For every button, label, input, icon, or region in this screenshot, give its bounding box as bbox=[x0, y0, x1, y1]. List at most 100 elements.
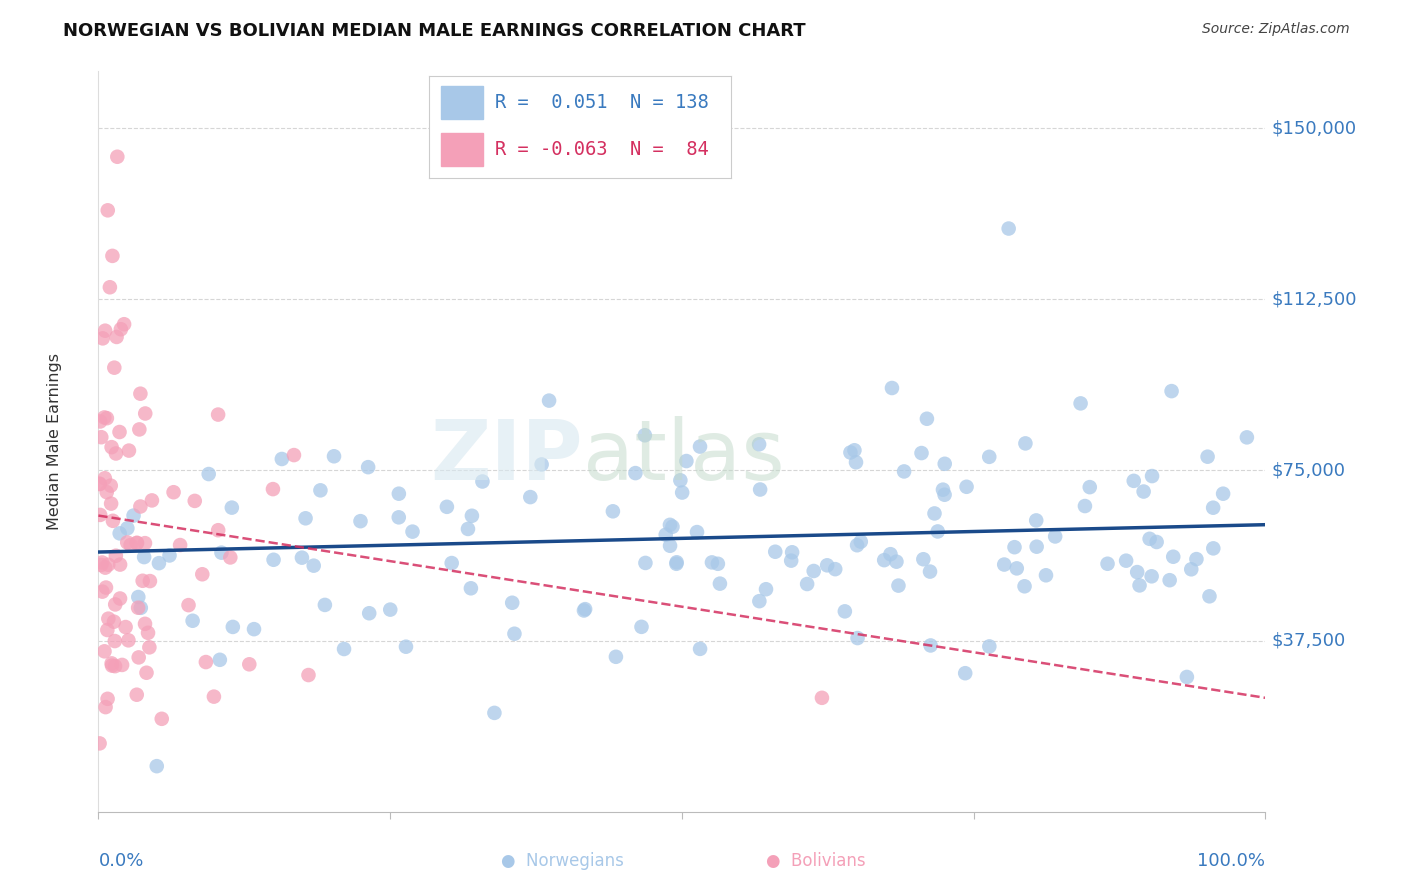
Point bbox=[846, 538, 869, 552]
Point bbox=[388, 486, 411, 500]
Point bbox=[886, 555, 908, 569]
Point bbox=[689, 641, 711, 656]
Point bbox=[294, 511, 316, 525]
Point bbox=[128, 422, 150, 436]
Point bbox=[1035, 568, 1057, 582]
Point bbox=[665, 557, 688, 571]
Point bbox=[283, 448, 305, 462]
Point bbox=[501, 596, 523, 610]
Point bbox=[749, 483, 772, 497]
Point bbox=[357, 460, 380, 475]
Point bbox=[125, 536, 148, 550]
Point bbox=[1198, 590, 1220, 604]
Text: Median Male Earnings: Median Male Earnings bbox=[46, 353, 62, 530]
Point bbox=[150, 712, 173, 726]
Point bbox=[91, 584, 114, 599]
Point bbox=[912, 552, 935, 566]
Point bbox=[1025, 540, 1047, 554]
Point bbox=[112, 317, 135, 331]
Point bbox=[630, 620, 652, 634]
Point bbox=[101, 658, 124, 673]
Point bbox=[624, 466, 647, 480]
Point bbox=[796, 577, 818, 591]
Point bbox=[815, 558, 838, 573]
Point bbox=[96, 411, 118, 425]
Point bbox=[94, 581, 117, 595]
Point bbox=[108, 558, 131, 572]
Point bbox=[262, 482, 284, 496]
Point bbox=[1159, 573, 1181, 587]
Point bbox=[839, 445, 862, 459]
Point bbox=[1115, 554, 1137, 568]
Point bbox=[146, 759, 169, 773]
Point bbox=[1043, 529, 1066, 543]
Point bbox=[89, 477, 111, 491]
Point bbox=[191, 567, 214, 582]
Point bbox=[108, 591, 131, 606]
Point bbox=[845, 455, 868, 469]
Point bbox=[194, 655, 217, 669]
Point bbox=[97, 203, 120, 218]
Text: R = -0.063  N =  84: R = -0.063 N = 84 bbox=[495, 140, 709, 159]
Point bbox=[141, 493, 163, 508]
Point bbox=[111, 657, 134, 672]
Point bbox=[169, 538, 191, 552]
Point bbox=[675, 454, 697, 468]
Point bbox=[910, 446, 932, 460]
Point bbox=[127, 590, 149, 604]
Point bbox=[359, 606, 381, 620]
Point bbox=[120, 538, 142, 552]
Point bbox=[207, 523, 229, 537]
Point bbox=[1004, 540, 1026, 554]
Point bbox=[803, 564, 825, 578]
Point bbox=[1014, 436, 1036, 450]
Point bbox=[302, 558, 325, 573]
Point bbox=[138, 640, 160, 655]
Point bbox=[893, 465, 915, 479]
Point bbox=[93, 644, 115, 658]
Point bbox=[104, 598, 127, 612]
Point bbox=[100, 478, 122, 492]
Point bbox=[127, 600, 149, 615]
Point bbox=[634, 428, 657, 442]
Point bbox=[134, 616, 156, 631]
Point bbox=[1161, 549, 1184, 564]
Point bbox=[1132, 484, 1154, 499]
Point bbox=[104, 549, 127, 563]
Point bbox=[932, 483, 955, 497]
Point bbox=[1175, 670, 1198, 684]
Text: ●  Bolivians: ● Bolivians bbox=[766, 852, 865, 870]
Point bbox=[440, 556, 463, 570]
Point bbox=[94, 560, 117, 574]
Point bbox=[90, 558, 112, 572]
Point bbox=[197, 467, 219, 481]
Point bbox=[131, 574, 153, 588]
Text: 100.0%: 100.0% bbox=[1198, 853, 1265, 871]
Point bbox=[849, 534, 872, 549]
Point bbox=[94, 324, 117, 338]
Point bbox=[1212, 486, 1234, 500]
Point bbox=[114, 620, 136, 634]
Point bbox=[134, 407, 156, 421]
Point bbox=[104, 446, 127, 460]
Point bbox=[129, 386, 152, 401]
Point bbox=[484, 706, 506, 720]
Point bbox=[1122, 474, 1144, 488]
Point bbox=[134, 550, 156, 565]
Point bbox=[89, 415, 111, 429]
Point bbox=[1197, 450, 1219, 464]
Point bbox=[887, 579, 910, 593]
Point bbox=[924, 507, 946, 521]
Point bbox=[530, 458, 553, 472]
Point bbox=[89, 508, 111, 522]
Point bbox=[686, 525, 709, 540]
Point bbox=[117, 633, 139, 648]
Text: Source: ZipAtlas.com: Source: ZipAtlas.com bbox=[1202, 22, 1350, 37]
Point bbox=[148, 556, 170, 570]
Point bbox=[709, 576, 731, 591]
Point bbox=[380, 602, 402, 616]
Point bbox=[323, 450, 346, 464]
Point bbox=[880, 381, 903, 395]
Point bbox=[1097, 557, 1119, 571]
Text: 0.0%: 0.0% bbox=[98, 853, 143, 871]
